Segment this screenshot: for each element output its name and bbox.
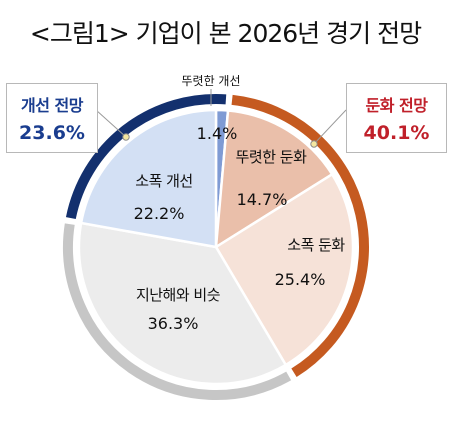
slight-slowdown-value: 25.4% bbox=[275, 270, 326, 289]
clear-improvement-value: 1.4% bbox=[197, 124, 238, 143]
improve-callout-dot bbox=[122, 133, 130, 141]
improve-outlook-value: 23.6% bbox=[19, 122, 85, 144]
slowdown-outlook-value: 40.1% bbox=[363, 122, 430, 144]
slice-clear-slowdown bbox=[214, 109, 334, 250]
slice-similar-to-last-year bbox=[77, 221, 288, 386]
slight-improvement-label: 소폭 개선 bbox=[135, 172, 192, 190]
similar-to-last-year-label: 지난해와 비슷 bbox=[136, 286, 220, 304]
slight-improvement-value: 22.2% bbox=[134, 204, 185, 223]
slowdown-outlook-ring bbox=[231, 94, 369, 378]
improve-outlook-callout: 개선 전망 23.6% bbox=[6, 83, 98, 153]
slight-slowdown-label: 소폭 둔화 bbox=[287, 236, 345, 254]
clear-improvement-label: 뚜렷한 개선 bbox=[181, 74, 240, 88]
slowdown-outlook-callout: 둔화 전망 40.1% bbox=[346, 83, 447, 153]
improve-callout-leader bbox=[95, 109, 127, 138]
slowdown-callout-dot bbox=[310, 140, 318, 148]
neutral-ring bbox=[63, 223, 292, 400]
slice-slight-improvement bbox=[79, 108, 218, 249]
slowdown-outlook-label: 둔화 전망 bbox=[365, 96, 428, 115]
similar-to-last-year-value: 36.3% bbox=[148, 314, 199, 333]
improve-outlook-label: 개선 전망 bbox=[21, 96, 83, 115]
clear-slowdown-value: 14.7% bbox=[237, 190, 288, 209]
chart-title: <그림1> 기업이 본 2026년 경기 전망 bbox=[29, 19, 422, 48]
slice-slight-slowdown bbox=[214, 172, 355, 367]
clear-slowdown-label: 뚜렷한 둔화 bbox=[236, 148, 307, 166]
improve-outlook-ring bbox=[65, 94, 227, 220]
slowdown-callout-leader bbox=[313, 109, 347, 145]
